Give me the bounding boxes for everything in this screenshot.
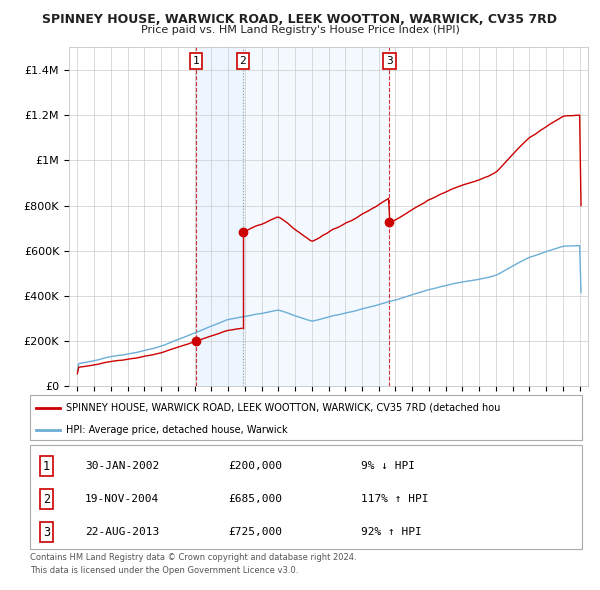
Bar <box>196 47 243 386</box>
Bar <box>243 47 389 386</box>
Text: Contains HM Land Registry data © Crown copyright and database right 2024.: Contains HM Land Registry data © Crown c… <box>30 553 356 562</box>
Text: This data is licensed under the Open Government Licence v3.0.: This data is licensed under the Open Gov… <box>30 566 298 575</box>
Text: 19-NOV-2004: 19-NOV-2004 <box>85 494 160 504</box>
Text: £725,000: £725,000 <box>229 527 283 537</box>
Text: £200,000: £200,000 <box>229 461 283 471</box>
FancyBboxPatch shape <box>30 445 582 549</box>
Text: 1: 1 <box>43 460 50 473</box>
Text: 30-JAN-2002: 30-JAN-2002 <box>85 461 160 471</box>
Text: SPINNEY HOUSE, WARWICK ROAD, LEEK WOOTTON, WARWICK, CV35 7RD: SPINNEY HOUSE, WARWICK ROAD, LEEK WOOTTO… <box>43 13 557 26</box>
Text: 2: 2 <box>43 493 50 506</box>
Text: 92% ↑ HPI: 92% ↑ HPI <box>361 527 422 537</box>
Text: SPINNEY HOUSE, WARWICK ROAD, LEEK WOOTTON, WARWICK, CV35 7RD (detached hou: SPINNEY HOUSE, WARWICK ROAD, LEEK WOOTTO… <box>66 403 500 412</box>
Text: Price paid vs. HM Land Registry's House Price Index (HPI): Price paid vs. HM Land Registry's House … <box>140 25 460 35</box>
Text: 3: 3 <box>43 526 50 539</box>
Text: £685,000: £685,000 <box>229 494 283 504</box>
Text: HPI: Average price, detached house, Warwick: HPI: Average price, detached house, Warw… <box>66 425 287 435</box>
FancyBboxPatch shape <box>30 395 582 440</box>
Text: 2: 2 <box>239 56 247 65</box>
Text: 3: 3 <box>386 56 393 65</box>
Text: 22-AUG-2013: 22-AUG-2013 <box>85 527 160 537</box>
Text: 1: 1 <box>193 56 199 65</box>
Text: 9% ↓ HPI: 9% ↓ HPI <box>361 461 415 471</box>
Text: 117% ↑ HPI: 117% ↑ HPI <box>361 494 428 504</box>
